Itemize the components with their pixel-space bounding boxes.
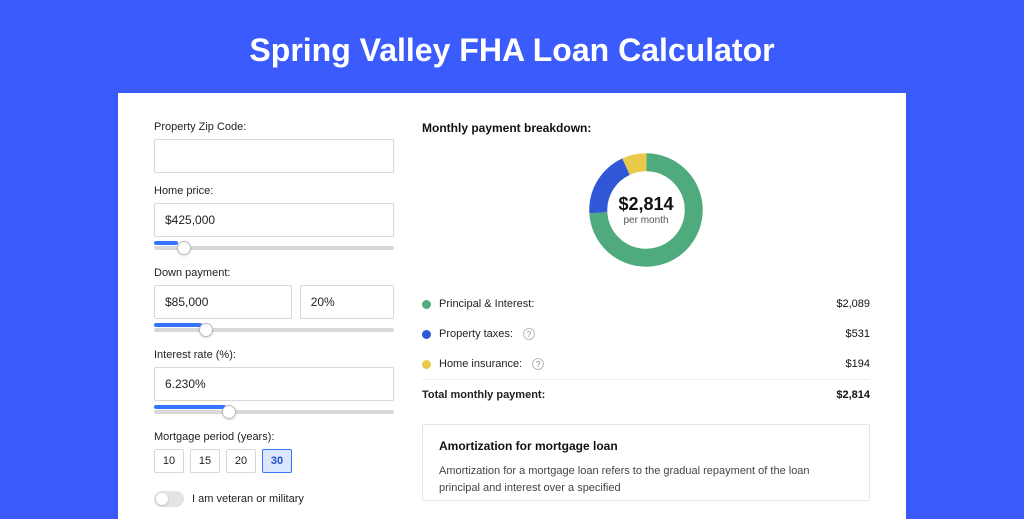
- donut-sub: per month: [623, 215, 668, 226]
- amortization-title: Amortization for mortgage loan: [439, 439, 853, 453]
- donut-chart-wrap: $2,814 per month: [422, 143, 870, 289]
- legend-list: Principal & Interest: $2,089 Property ta…: [422, 289, 870, 410]
- veteran-toggle[interactable]: [154, 491, 184, 507]
- legend-value-insurance: $194: [846, 358, 870, 370]
- legend-row-taxes: Property taxes: ? $531: [422, 319, 870, 349]
- home-price-input[interactable]: [154, 203, 394, 237]
- home-price-slider[interactable]: [154, 246, 394, 250]
- period-btn-30[interactable]: 30: [262, 449, 292, 473]
- legend-label-taxes: Property taxes:: [439, 328, 513, 340]
- legend-value-total: $2,814: [836, 389, 870, 401]
- legend-label-principal: Principal & Interest:: [439, 298, 534, 310]
- donut-center: $2,814 per month: [583, 147, 709, 273]
- down-payment-label: Down payment:: [154, 267, 394, 279]
- mortgage-period-field-group: Mortgage period (years): 10 15 20 30: [154, 431, 394, 473]
- legend-value-principal: $2,089: [836, 298, 870, 310]
- down-payment-percent-input[interactable]: [300, 285, 394, 319]
- down-payment-slider[interactable]: [154, 328, 394, 332]
- mortgage-period-buttons: 10 15 20 30: [154, 449, 394, 473]
- amortization-box: Amortization for mortgage loan Amortizat…: [422, 424, 870, 501]
- legend-label-insurance: Home insurance:: [439, 358, 522, 370]
- zip-label: Property Zip Code:: [154, 121, 394, 133]
- legend-label-total: Total monthly payment:: [422, 389, 545, 401]
- legend-dot-insurance: [422, 360, 431, 369]
- breakdown-title: Monthly payment breakdown:: [422, 121, 870, 135]
- legend-dot-taxes: [422, 330, 431, 339]
- info-icon[interactable]: ?: [532, 358, 544, 370]
- donut-chart: $2,814 per month: [583, 147, 709, 273]
- page-header: Spring Valley FHA Loan Calculator: [0, 0, 1024, 93]
- period-btn-20[interactable]: 20: [226, 449, 256, 473]
- inputs-panel: Property Zip Code: Home price: Down paym…: [154, 121, 394, 507]
- mortgage-period-label: Mortgage period (years):: [154, 431, 394, 443]
- down-payment-field-group: Down payment:: [154, 267, 394, 337]
- interest-rate-input[interactable]: [154, 367, 394, 401]
- home-price-label: Home price:: [154, 185, 394, 197]
- zip-input[interactable]: [154, 139, 394, 173]
- interest-rate-slider[interactable]: [154, 410, 394, 414]
- period-btn-15[interactable]: 15: [190, 449, 220, 473]
- info-icon[interactable]: ?: [523, 328, 535, 340]
- interest-rate-field-group: Interest rate (%):: [154, 349, 394, 419]
- home-price-field-group: Home price:: [154, 185, 394, 255]
- page-title: Spring Valley FHA Loan Calculator: [0, 32, 1024, 69]
- legend-dot-principal: [422, 300, 431, 309]
- interest-rate-label: Interest rate (%):: [154, 349, 394, 361]
- donut-amount: $2,814: [618, 194, 673, 215]
- legend-row-principal: Principal & Interest: $2,089: [422, 289, 870, 319]
- zip-field-group: Property Zip Code:: [154, 121, 394, 173]
- veteran-toggle-row: I am veteran or military: [154, 491, 394, 507]
- breakdown-panel: Monthly payment breakdown: $2,814 per mo…: [422, 121, 870, 507]
- legend-value-taxes: $531: [846, 328, 870, 340]
- legend-row-total: Total monthly payment: $2,814: [422, 379, 870, 410]
- calculator-card: Property Zip Code: Home price: Down paym…: [118, 93, 906, 519]
- legend-row-insurance: Home insurance: ? $194: [422, 349, 870, 379]
- period-btn-10[interactable]: 10: [154, 449, 184, 473]
- amortization-text: Amortization for a mortgage loan refers …: [439, 463, 853, 496]
- veteran-label: I am veteran or military: [192, 493, 304, 505]
- down-payment-amount-input[interactable]: [154, 285, 292, 319]
